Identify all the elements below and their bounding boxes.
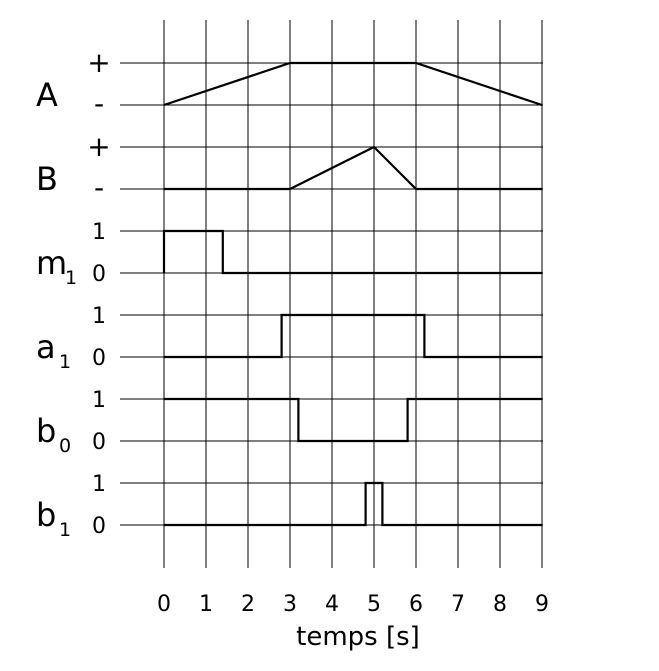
- signal-trace-b1: [164, 481, 542, 527]
- signal-name-A: A: [36, 76, 58, 114]
- signal-name-B: B: [36, 160, 58, 198]
- signal-subscript-b1: 1: [59, 519, 71, 541]
- signal-subscript-m1: 1: [65, 267, 77, 289]
- tick-label-5: 5: [367, 592, 381, 617]
- level-label-high-a1: 1: [92, 304, 106, 329]
- signal-trace-a1: [164, 313, 542, 359]
- axis-title: temps [s]: [296, 622, 420, 652]
- level-label-low-B: -: [94, 171, 104, 204]
- level-label-high-A: +: [87, 46, 110, 79]
- signal-traces: [162, 61, 543, 527]
- tick-label-9: 9: [535, 592, 549, 617]
- vertical-grid: [163, 20, 543, 568]
- signal-name-b0: b: [36, 412, 56, 450]
- tick-label-6: 6: [409, 592, 423, 617]
- tick-label-3: 3: [283, 592, 297, 617]
- tick-label-1: 1: [199, 592, 213, 617]
- signal-trace-A: [163, 61, 543, 107]
- signal-name-a1: a: [36, 328, 56, 366]
- level-label-high-m1: 1: [92, 220, 106, 245]
- tick-label-8: 8: [493, 592, 507, 617]
- level-label-low-A: -: [94, 87, 104, 120]
- level-label-high-b1: 1: [92, 472, 106, 497]
- tick-label-4: 4: [325, 592, 339, 617]
- signal-subscript-a1: 1: [59, 351, 71, 373]
- signal-name-m1: m: [36, 244, 67, 282]
- tick-label-7: 7: [451, 592, 465, 617]
- level-label-low-a1: 0: [92, 346, 106, 371]
- signal-trace-m1: [162, 229, 542, 275]
- signal-name-b1: b: [36, 496, 56, 534]
- time-axis-ticks: 0 1 2 3 4 5 6 7 8 9: [157, 592, 549, 617]
- signal-subscript-b0: 0: [59, 435, 71, 457]
- level-label-low-b0: 0: [92, 430, 106, 455]
- tick-label-0: 0: [157, 592, 171, 617]
- level-label-low-b1: 0: [92, 514, 106, 539]
- signal-trace-B: [164, 145, 542, 191]
- tick-label-2: 2: [241, 592, 255, 617]
- level-label-low-m1: 0: [92, 262, 106, 287]
- level-label-high-B: +: [87, 130, 110, 163]
- level-label-high-b0: 1: [92, 388, 106, 413]
- signal-trace-b0: [164, 397, 542, 443]
